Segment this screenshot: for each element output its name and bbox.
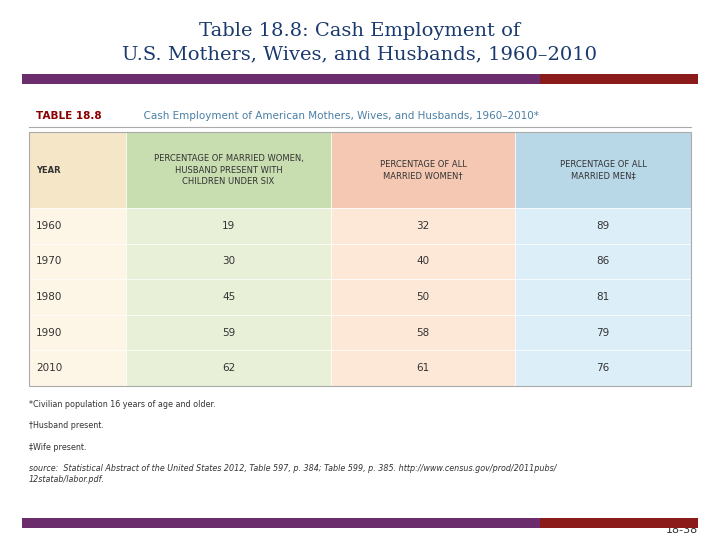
FancyBboxPatch shape bbox=[29, 208, 126, 244]
Text: PERCENTAGE OF MARRIED WOMEN,
HUSBAND PRESENT WITH
CHILDREN UNDER SIX: PERCENTAGE OF MARRIED WOMEN, HUSBAND PRE… bbox=[153, 154, 304, 186]
FancyBboxPatch shape bbox=[515, 279, 691, 315]
Text: 1980: 1980 bbox=[36, 292, 63, 302]
FancyBboxPatch shape bbox=[126, 132, 331, 208]
FancyBboxPatch shape bbox=[29, 132, 126, 208]
FancyBboxPatch shape bbox=[331, 315, 515, 350]
FancyBboxPatch shape bbox=[22, 518, 540, 528]
Text: 2010: 2010 bbox=[36, 363, 62, 373]
FancyBboxPatch shape bbox=[126, 279, 331, 315]
FancyBboxPatch shape bbox=[515, 132, 691, 208]
Text: 30: 30 bbox=[222, 256, 235, 266]
Text: source:  Statistical Abstract of the United States 2012, Table 597, p. 384; Tabl: source: Statistical Abstract of the Unit… bbox=[29, 464, 557, 484]
FancyBboxPatch shape bbox=[540, 518, 698, 528]
Text: 62: 62 bbox=[222, 363, 235, 373]
Text: 81: 81 bbox=[596, 292, 610, 302]
Text: 79: 79 bbox=[596, 328, 610, 338]
FancyBboxPatch shape bbox=[331, 350, 515, 386]
Text: *Civilian population 16 years of age and older.: *Civilian population 16 years of age and… bbox=[29, 400, 215, 409]
FancyBboxPatch shape bbox=[515, 315, 691, 350]
Text: Table 18.8: Cash Employment of
U.S. Mothers, Wives, and Husbands, 1960–2010: Table 18.8: Cash Employment of U.S. Moth… bbox=[122, 22, 598, 63]
Text: 86: 86 bbox=[596, 256, 610, 266]
FancyBboxPatch shape bbox=[331, 132, 515, 208]
Text: TABLE 18.8: TABLE 18.8 bbox=[36, 111, 102, 121]
Text: 18-38: 18-38 bbox=[666, 524, 698, 535]
Text: 1990: 1990 bbox=[36, 328, 63, 338]
Text: YEAR: YEAR bbox=[36, 166, 60, 174]
FancyBboxPatch shape bbox=[540, 74, 698, 84]
FancyBboxPatch shape bbox=[126, 315, 331, 350]
Text: ‡Wife present.: ‡Wife present. bbox=[29, 443, 86, 452]
FancyBboxPatch shape bbox=[331, 244, 515, 279]
Text: 40: 40 bbox=[416, 256, 430, 266]
FancyBboxPatch shape bbox=[515, 208, 691, 244]
Text: 1970: 1970 bbox=[36, 256, 63, 266]
Text: 61: 61 bbox=[416, 363, 430, 373]
FancyBboxPatch shape bbox=[515, 244, 691, 279]
FancyBboxPatch shape bbox=[515, 350, 691, 386]
Text: PERCENTAGE OF ALL
MARRIED MEN‡: PERCENTAGE OF ALL MARRIED MEN‡ bbox=[559, 160, 647, 180]
Text: PERCENTAGE OF ALL
MARRIED WOMEN†: PERCENTAGE OF ALL MARRIED WOMEN† bbox=[379, 160, 467, 180]
FancyBboxPatch shape bbox=[331, 208, 515, 244]
Text: 19: 19 bbox=[222, 221, 235, 231]
FancyBboxPatch shape bbox=[126, 244, 331, 279]
FancyBboxPatch shape bbox=[29, 244, 126, 279]
Text: 58: 58 bbox=[416, 328, 430, 338]
Text: 89: 89 bbox=[596, 221, 610, 231]
FancyBboxPatch shape bbox=[29, 315, 126, 350]
Text: 1960: 1960 bbox=[36, 221, 63, 231]
Text: 50: 50 bbox=[416, 292, 430, 302]
Text: 59: 59 bbox=[222, 328, 235, 338]
Text: 45: 45 bbox=[222, 292, 235, 302]
Text: Cash Employment of American Mothers, Wives, and Husbands, 1960–2010*: Cash Employment of American Mothers, Wiv… bbox=[137, 111, 539, 121]
FancyBboxPatch shape bbox=[331, 279, 515, 315]
FancyBboxPatch shape bbox=[126, 208, 331, 244]
FancyBboxPatch shape bbox=[29, 350, 126, 386]
FancyBboxPatch shape bbox=[22, 74, 540, 84]
Text: 76: 76 bbox=[596, 363, 610, 373]
FancyBboxPatch shape bbox=[126, 350, 331, 386]
Text: 32: 32 bbox=[416, 221, 430, 231]
FancyBboxPatch shape bbox=[29, 279, 126, 315]
Text: †Husband present.: †Husband present. bbox=[29, 421, 104, 430]
